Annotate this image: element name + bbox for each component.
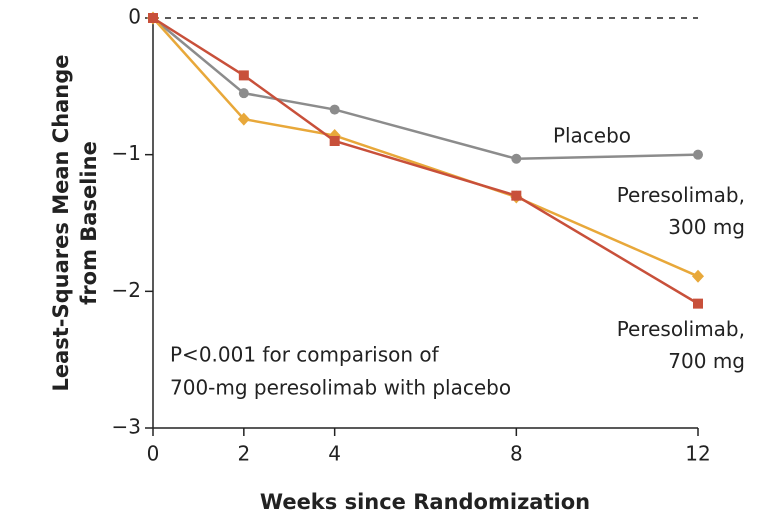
marker: [238, 70, 249, 81]
marker: [693, 149, 703, 160]
marker: [511, 190, 522, 201]
annotation: 700-mg peresolimab with placebo: [170, 376, 511, 400]
x-tick-label: 4: [328, 442, 341, 466]
marker: [238, 88, 249, 99]
x-tick-label: 2: [237, 442, 250, 466]
y-axis-label-line: Least-Squares Mean Change: [49, 54, 73, 391]
series-label: Placebo: [553, 124, 631, 148]
marker: [329, 136, 340, 146]
marker: [511, 153, 522, 164]
y-tick-label: −3: [112, 415, 141, 439]
series-line: [152, 16, 699, 305]
marker: [693, 298, 703, 309]
x-tick-label: 0: [147, 442, 160, 466]
y-tick-label: −1: [112, 141, 141, 165]
marker: [329, 104, 340, 115]
y-tick-label: −2: [112, 278, 141, 302]
marker: [148, 13, 158, 23]
y-tick-label: 0: [128, 5, 141, 29]
series-label: Peresolimab, 700 mg: [617, 317, 745, 373]
marker: [237, 112, 250, 126]
series-label: Peresolimab, 300 mg: [617, 183, 745, 239]
y-axis-label: Least-Squares Mean Change from Baseline: [49, 54, 101, 391]
y-axis-label-line: from Baseline: [77, 141, 101, 305]
marker: [692, 269, 704, 283]
annotation: P<0.001 for comparison of: [170, 343, 440, 367]
x-axis-label: Weeks since Randomization: [260, 490, 590, 514]
x-tick-label: 8: [510, 442, 523, 466]
x-tick-label: 12: [685, 442, 710, 466]
